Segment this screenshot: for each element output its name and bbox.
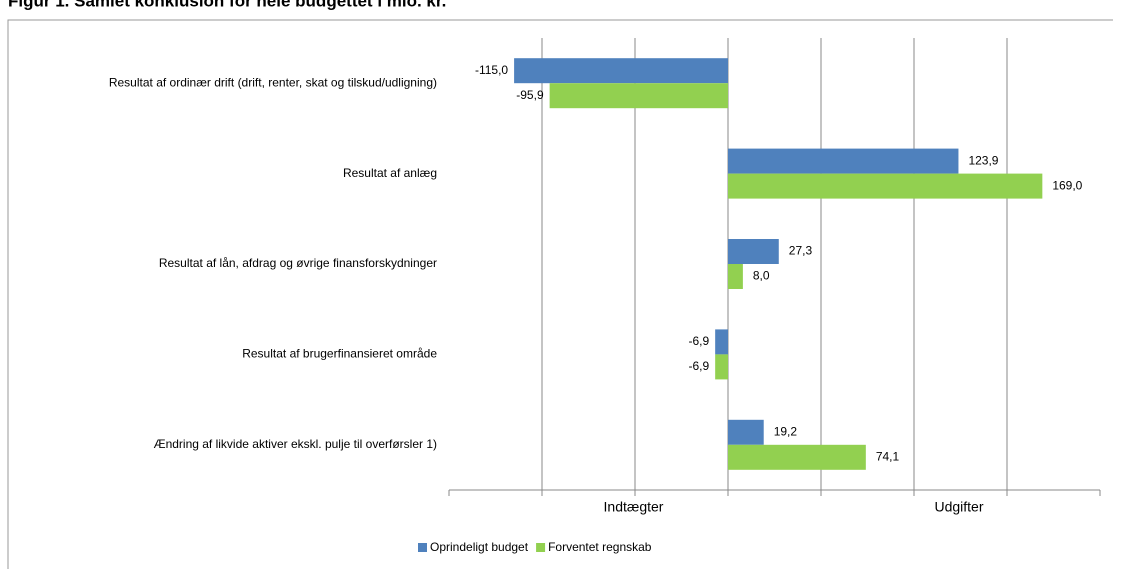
data-label: 74,1: [876, 449, 900, 463]
data-label: 8,0: [753, 269, 770, 283]
legend-swatch: [418, 543, 427, 552]
bar: [715, 329, 728, 355]
bar: [715, 354, 728, 380]
data-label: 169,0: [1052, 178, 1082, 192]
chart-border: [7, 19, 1113, 569]
bar: [728, 419, 764, 445]
bar: [728, 264, 743, 289]
y-tick-label: Resultat af anlæg: [343, 166, 437, 180]
y-tick-label: Ændring af likvide aktiver ekskl. pulje …: [154, 437, 437, 451]
axis-annotation: Udgifter: [934, 499, 983, 515]
y-tick-label: Resultat af ordinær drift (drift, renter…: [109, 75, 437, 89]
data-label: -115,0: [475, 63, 508, 77]
data-label: 123,9: [968, 153, 998, 167]
bar: [728, 239, 779, 264]
data-label: -6,9: [688, 334, 709, 348]
bar: [728, 148, 959, 174]
data-label: -6,9: [688, 359, 709, 373]
data-label: 27,3: [789, 244, 813, 258]
legend-label: Oprindeligt budget: [430, 540, 529, 554]
legend-swatch: [536, 543, 546, 552]
y-tick-label: Resultat af brugerfinansieret område: [242, 347, 437, 361]
bar: [549, 83, 728, 109]
bar: [514, 58, 728, 84]
bar: [728, 173, 1043, 199]
y-tick-label: Resultat af lån, afdrag og øvrige finans…: [159, 256, 437, 270]
legend-label: Forventet regnskab: [548, 540, 652, 554]
axis-annotation: Indtægter: [604, 499, 664, 515]
bar: [728, 444, 866, 470]
data-label: 19,2: [774, 424, 798, 438]
chart-title: Figur 1. Samlet konklusion for hele budg…: [8, 0, 446, 10]
data-label: -95,9: [516, 88, 544, 102]
